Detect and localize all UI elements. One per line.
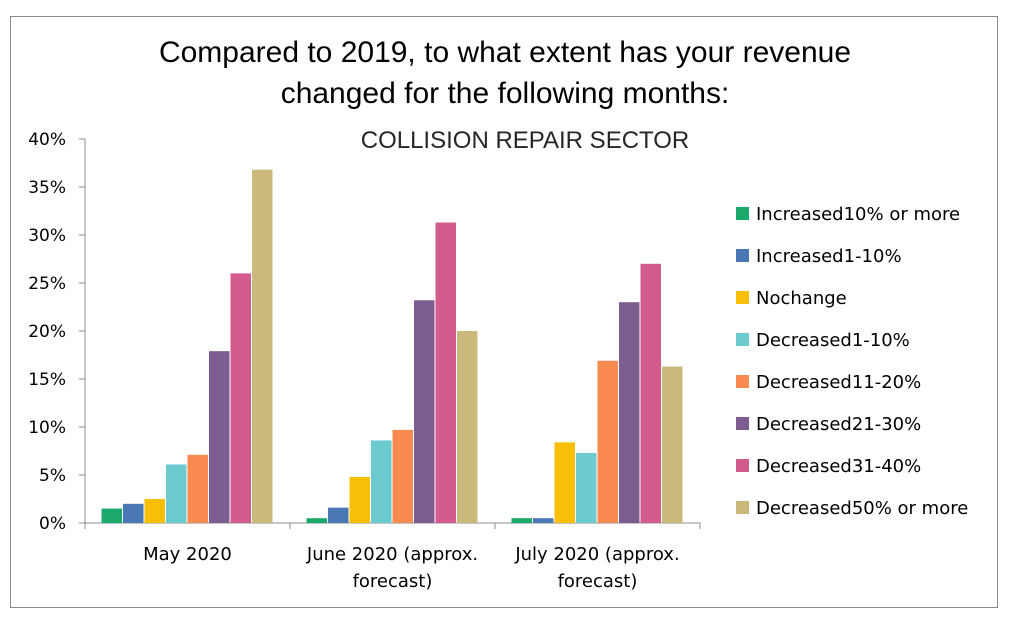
category-labels: May 2020 June 2020 (approx. forecast) July … — [143, 544, 680, 592]
bar — [144, 499, 165, 523]
legend: Increased10% or more Increased1-10% Nochan… — [736, 204, 968, 519]
category-label: forecast) — [558, 571, 638, 592]
y-tick-label: 15% — [28, 370, 66, 390]
bar — [101, 508, 122, 523]
bar — [597, 360, 618, 523]
bar — [457, 331, 478, 523]
bar — [349, 476, 370, 523]
legend-label: Decreased1-10% — [756, 330, 910, 351]
category-label: forecast) — [353, 571, 433, 592]
bar — [662, 366, 683, 523]
legend-label: Decreased31-40% — [756, 456, 921, 477]
legend-swatch — [736, 249, 749, 262]
bar — [435, 222, 456, 523]
y-tick-label: 5% — [39, 466, 66, 486]
bar — [511, 518, 532, 523]
bar — [166, 464, 187, 523]
bar — [414, 300, 435, 523]
legend-label: Decreased50% or more — [756, 498, 968, 519]
bar — [230, 273, 251, 523]
bar — [328, 507, 349, 523]
bar — [123, 503, 144, 523]
legend-swatch — [736, 459, 749, 472]
legend-label: Decreased21-30% — [756, 414, 921, 435]
legend-swatch — [736, 501, 749, 514]
chart-title-line-2: changed for the following months: — [281, 77, 730, 110]
y-tick-label: 0% — [39, 514, 66, 534]
legend-label: Increased10% or more — [756, 204, 960, 225]
bar — [392, 429, 413, 523]
axes: 0% 5% 10% 15% 20% 25% 30% 35% 40% — [28, 130, 701, 534]
legend-label: Increased1-10% — [756, 246, 902, 267]
y-tick-label: 35% — [28, 178, 66, 198]
bar — [371, 440, 392, 523]
legend-label: Decreased11-20% — [756, 372, 921, 393]
legend-swatch — [736, 375, 749, 388]
bar — [533, 518, 554, 523]
bar — [576, 452, 597, 523]
bar — [209, 351, 230, 523]
bar — [306, 518, 327, 523]
legend-swatch — [736, 333, 749, 346]
bar — [554, 442, 575, 523]
category-label: July 2020 (approx. — [514, 544, 679, 565]
category-label: May 2020 — [143, 544, 232, 565]
y-tick-label: 40% — [28, 130, 66, 150]
bar — [640, 263, 661, 523]
legend-label: Nochange — [756, 288, 847, 309]
legend-swatch — [736, 207, 749, 220]
category-label: June 2020 (approx. — [306, 544, 478, 565]
chart-subtitle: COLLISION REPAIR SECTOR — [361, 127, 690, 154]
legend-swatch — [736, 417, 749, 430]
bar — [252, 169, 273, 523]
bars-group — [101, 169, 683, 523]
y-tick-label: 10% — [28, 418, 66, 438]
y-tick-label: 25% — [28, 274, 66, 294]
bar — [187, 454, 208, 523]
bar — [619, 302, 640, 523]
legend-swatch — [736, 291, 749, 304]
y-tick-label: 30% — [28, 226, 66, 246]
y-tick-label: 20% — [28, 322, 66, 342]
chart-title-line-1: Compared to 2019, to what extent has you… — [159, 36, 851, 69]
